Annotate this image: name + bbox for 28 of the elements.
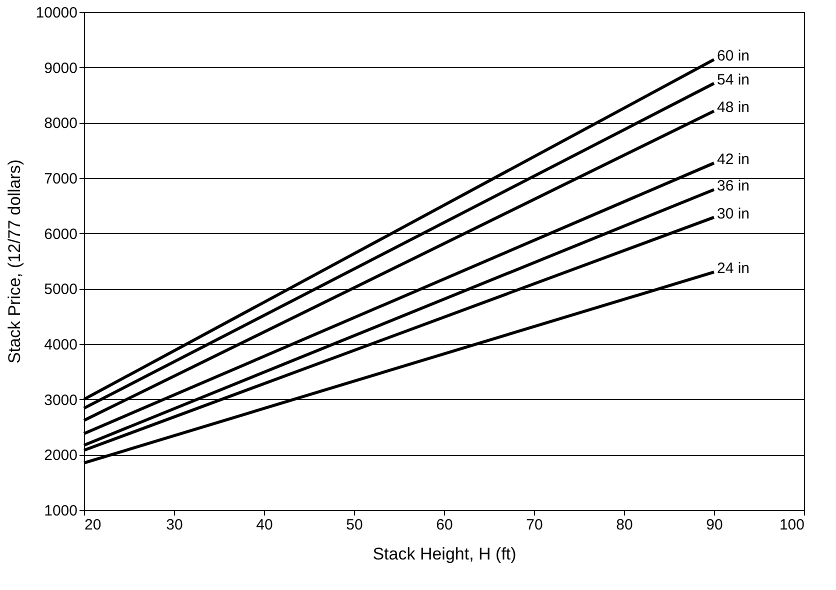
y-tick-label: 4000 xyxy=(44,336,78,354)
series-label: 48 in xyxy=(717,99,750,116)
series-label: 30 in xyxy=(717,205,750,222)
y-tick-label: 5000 xyxy=(44,281,78,298)
y-tick-label: 1000 xyxy=(44,502,78,520)
series-label: 42 in xyxy=(717,151,750,168)
series-label: 60 in xyxy=(717,48,750,65)
x-axis-title: Stack Height, H (ft) xyxy=(372,544,516,564)
y-tick-label: 3000 xyxy=(44,392,78,409)
x-tick-label: 100 xyxy=(779,516,804,534)
x-tick-label: 60 xyxy=(436,516,453,534)
series-label: 24 in xyxy=(717,260,750,278)
x-tick-label: 50 xyxy=(346,516,363,534)
y-tick-label: 9000 xyxy=(44,60,78,77)
series-label: 54 in xyxy=(717,71,750,88)
y-tick-label: 6000 xyxy=(44,226,78,243)
x-tick-label: 40 xyxy=(256,516,273,534)
x-tick-label: 90 xyxy=(706,516,723,534)
x-tick-label: 80 xyxy=(616,516,633,534)
series-label: 36 in xyxy=(717,178,750,195)
y-tick-label: 7000 xyxy=(44,170,78,188)
x-tick-label: 20 xyxy=(84,516,102,534)
y-axis-title: Stack Price, (12/77 dollars) xyxy=(4,159,24,364)
y-tick-label: 2000 xyxy=(44,447,78,464)
y-tick-label: 8000 xyxy=(44,115,78,132)
x-tick-label: 30 xyxy=(166,516,183,534)
x-tick-label: 70 xyxy=(526,516,543,534)
y-tick-label: 10000 xyxy=(36,4,78,22)
